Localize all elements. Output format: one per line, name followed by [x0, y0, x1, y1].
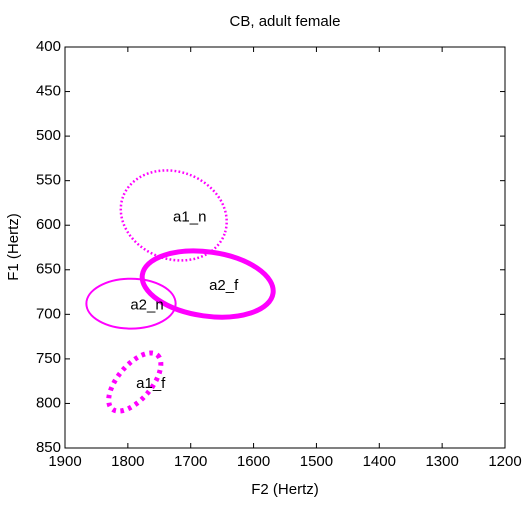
y-tick-label: 400: [36, 38, 61, 55]
plot-frame: [64, 46, 506, 449]
x-tick-label: 1900: [48, 453, 81, 470]
x-tick-label: 1400: [363, 453, 396, 470]
ellipse-label: a1_n: [173, 208, 206, 225]
chart-title: CB, adult female: [230, 13, 341, 30]
ellipse: [85, 277, 177, 330]
ellipse-label: a2_f: [209, 277, 239, 294]
y-tick-label: 550: [36, 172, 61, 189]
y-tick-label: 850: [36, 439, 61, 456]
ellipse: [139, 248, 276, 320]
ellipse-label: a2_n: [130, 297, 163, 314]
y-tick-label: 800: [36, 394, 61, 411]
ellipse: [106, 350, 164, 414]
x-tick-label: 1600: [237, 453, 270, 470]
y-tick-label: 650: [36, 261, 61, 278]
y-tick-label: 500: [36, 127, 61, 144]
y-axis-label: F1 (Hertz): [5, 213, 22, 281]
x-tick-label: 1500: [300, 453, 333, 470]
y-tick-label: 700: [36, 305, 61, 322]
x-tick-label: 1200: [488, 453, 521, 470]
x-tick-label: 1300: [425, 453, 458, 470]
x-tick-label: 1800: [111, 453, 144, 470]
x-axis-label: F2 (Hertz): [251, 481, 319, 498]
y-tick-label: 750: [36, 350, 61, 367]
y-tick-label: 450: [36, 83, 61, 100]
ellipse-label: a1_f: [136, 375, 166, 392]
x-tick-label: 1700: [174, 453, 207, 470]
y-tick-label: 600: [36, 216, 61, 233]
